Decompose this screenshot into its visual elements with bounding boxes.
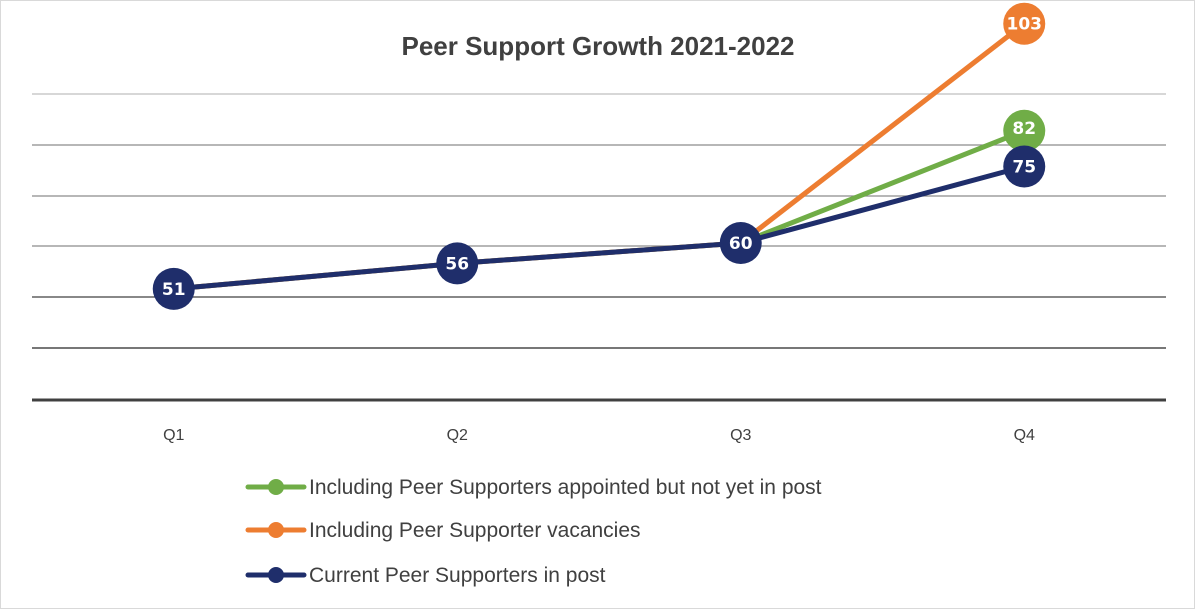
- data-label: 82: [1012, 119, 1036, 139]
- legend-marker: [268, 479, 284, 495]
- legend-label: Current Peer Supporters in post: [309, 564, 606, 587]
- data-point: [1003, 2, 1046, 45]
- series-lines: [171, 21, 1027, 292]
- series-line: [171, 164, 1027, 292]
- legend: Including Peer Supporters appointed but …: [245, 476, 822, 587]
- series-line: [171, 21, 1027, 292]
- data-markers: 51 56 60 103 82 75: [152, 2, 1046, 310]
- legend-marker: [268, 522, 284, 538]
- x-axis-ticks: Q1 Q2 Q3 Q4: [163, 427, 1035, 444]
- x-tick-label: Q1: [163, 427, 184, 444]
- data-label: 60: [729, 234, 753, 254]
- data-label: 56: [445, 254, 469, 274]
- data-point: [152, 267, 195, 310]
- data-point: [1003, 145, 1046, 188]
- data-label: 51: [162, 280, 186, 300]
- legend-marker: [268, 567, 284, 583]
- chart-title: Peer Support Growth 2021-2022: [401, 31, 794, 61]
- series-line: [171, 128, 1027, 292]
- data-point: [1003, 109, 1046, 152]
- x-tick-label: Q3: [730, 427, 751, 444]
- data-point: [719, 222, 762, 264]
- x-tick-label: Q4: [1014, 427, 1035, 444]
- x-tick-label: Q2: [447, 427, 468, 444]
- data-label: 103: [1007, 15, 1043, 35]
- legend-label: Including Peer Supporter vacancies: [309, 519, 641, 542]
- data-point: [436, 242, 479, 285]
- gridlines: [32, 93, 1166, 402]
- data-label: 75: [1012, 158, 1036, 178]
- legend-label: Including Peer Supporters appointed but …: [309, 476, 822, 499]
